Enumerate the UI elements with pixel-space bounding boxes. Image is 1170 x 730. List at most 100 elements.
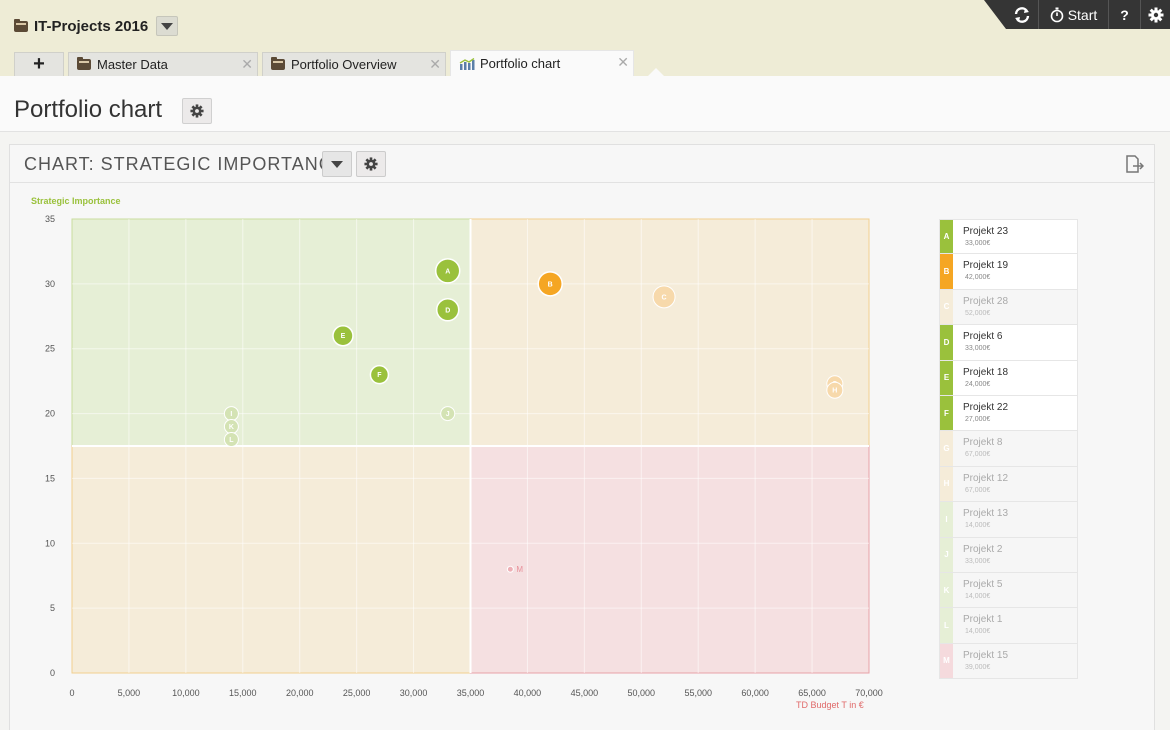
point-label: D [445, 307, 450, 314]
point-label: M [516, 565, 523, 574]
legend-marker: F [940, 395, 953, 431]
point-label: H [832, 388, 837, 395]
point-marker [434, 258, 461, 284]
data-point-c[interactable]: C [652, 285, 676, 309]
legend-item[interactable]: J Projekt 2 33,000€ [939, 537, 1078, 573]
legend-item[interactable]: G Projekt 8 67,000€ [939, 431, 1078, 467]
point-label: K [229, 424, 234, 431]
legend-item[interactable]: L Projekt 1 14,000€ [939, 608, 1078, 644]
tab-portfolio-chart[interactable]: Portfolio chart ✕ [450, 50, 634, 76]
sync-button[interactable] [1006, 0, 1038, 29]
data-point-i[interactable]: I [223, 406, 239, 422]
tab-bar: + Master Data ✕ Portfolio Overview ✕ Por… [14, 50, 638, 76]
gear-icon [364, 157, 378, 171]
legend-item[interactable]: M Projekt 15 39,000€ [939, 643, 1078, 680]
x-tick-label: 60,000 [741, 688, 769, 698]
legend-item[interactable]: D Projekt 6 33,000€ [939, 325, 1078, 361]
y-tick-label: 20 [45, 409, 55, 419]
close-icon[interactable]: ✕ [617, 54, 629, 70]
chart-legend: A Projekt 23 33,000€ B Projekt 19 42,000€ C Pro… [939, 219, 1078, 680]
add-tab-button[interactable]: + [14, 52, 64, 76]
app-title-area: IT-Projects 2016 [14, 16, 179, 36]
point-marker [332, 324, 354, 347]
legend-project-name: Projekt 8 [963, 437, 1003, 449]
legend-item[interactable]: K Projekt 5 14,000€ [939, 572, 1078, 609]
start-label: Start [1067, 6, 1098, 23]
global-toolbar: Start ? [984, 0, 1170, 29]
point-label: A [445, 268, 450, 275]
point-label: L [229, 437, 234, 444]
plus-icon: + [33, 53, 45, 75]
data-point-k[interactable]: K [223, 419, 239, 435]
global-settings-button[interactable] [1140, 0, 1170, 29]
legend-item[interactable]: F Projekt 22 27,000€ [939, 395, 1078, 432]
start-timer-button[interactable]: Start [1038, 0, 1108, 29]
data-point-b[interactable]: B [537, 271, 563, 297]
page-header: Portfolio chart [0, 76, 1170, 132]
help-button[interactable]: ? [1108, 0, 1140, 29]
data-point-m[interactable]: M [506, 565, 523, 574]
refresh-icon [1014, 6, 1030, 23]
x-tick-label: 40,000 [514, 688, 542, 698]
data-point-d[interactable]: D [435, 298, 460, 322]
project-dropdown-button[interactable] [156, 16, 179, 36]
chart-settings-button[interactable] [356, 151, 386, 177]
x-tick-label: 20,000 [286, 688, 314, 698]
y-tick-label: 30 [45, 279, 55, 289]
gear-icon [1148, 7, 1163, 22]
data-point-l[interactable]: L [223, 432, 239, 448]
tab-label: Portfolio Overview [291, 57, 397, 72]
legend-text: Projekt 18 24,000€ [953, 361, 1008, 395]
point-label: E [341, 333, 346, 340]
legend-project-name: Projekt 28 [963, 295, 1009, 307]
legend-project-budget: 67,000€ [965, 451, 991, 459]
y-axis-title: Strategic Importance [31, 196, 121, 206]
page-settings-button[interactable] [182, 98, 212, 124]
legend-project-budget: 52,000€ [965, 309, 991, 317]
x-tick-label: 0 [69, 688, 74, 698]
point-marker [223, 432, 239, 448]
page-title: Portfolio chart [14, 96, 163, 123]
legend-project-budget: 14,000€ [965, 592, 991, 600]
quadrant-top-left [71, 218, 471, 447]
legend-marker: K [940, 572, 953, 608]
legend-item[interactable]: E Projekt 18 24,000€ [939, 360, 1078, 396]
x-tick-label: 35,000 [457, 688, 485, 698]
legend-marker: I [940, 502, 953, 537]
legend-text: Projekt 15 39,000€ [953, 644, 1008, 678]
help-icon: ? [1120, 6, 1129, 23]
legend-item[interactable]: B Projekt 19 42,000€ [939, 254, 1078, 290]
point-label: F [377, 372, 382, 379]
close-icon[interactable]: ✕ [429, 56, 441, 72]
point-marker [826, 381, 844, 399]
panel-header: CHART: STRATEGIC IMPORTANCE [10, 145, 1154, 183]
tab-master-data[interactable]: Master Data ✕ [68, 52, 258, 76]
legend-item[interactable]: A Projekt 23 33,000€ [939, 219, 1078, 255]
legend-project-name: Projekt 23 [963, 226, 1009, 237]
x-tick-label: 70,000 [855, 688, 883, 698]
legend-item[interactable]: H Projekt 12 67,000€ [939, 466, 1078, 503]
x-tick-label: 10,000 [172, 688, 200, 698]
legend-item[interactable]: I Projekt 13 14,000€ [939, 502, 1078, 538]
data-point-a[interactable]: A [434, 258, 461, 284]
legend-project-name: Projekt 22 [963, 401, 1009, 413]
legend-item[interactable]: C Projekt 28 52,000€ [939, 289, 1078, 326]
point-marker [435, 298, 460, 322]
data-point-e[interactable]: E [332, 324, 354, 347]
y-tick-label: 35 [45, 214, 55, 224]
data-point-f[interactable]: F [369, 364, 390, 385]
close-icon[interactable]: ✕ [241, 56, 253, 72]
caret-down-icon [161, 22, 174, 30]
point-marker [369, 364, 390, 385]
chart-title: CHART: STRATEGIC IMPORTANCE [24, 154, 346, 174]
caret-down-icon [331, 160, 343, 168]
chart-select-dropdown[interactable] [322, 151, 352, 177]
legend-marker: J [940, 537, 953, 572]
tab-label: Portfolio chart [480, 56, 561, 71]
data-point-j[interactable]: J [440, 406, 456, 422]
tab-portfolio-overview[interactable]: Portfolio Overview ✕ [262, 52, 446, 76]
export-button[interactable] [1124, 154, 1145, 174]
x-tick-label: 50,000 [628, 688, 656, 698]
data-point-h[interactable]: H [826, 381, 844, 399]
